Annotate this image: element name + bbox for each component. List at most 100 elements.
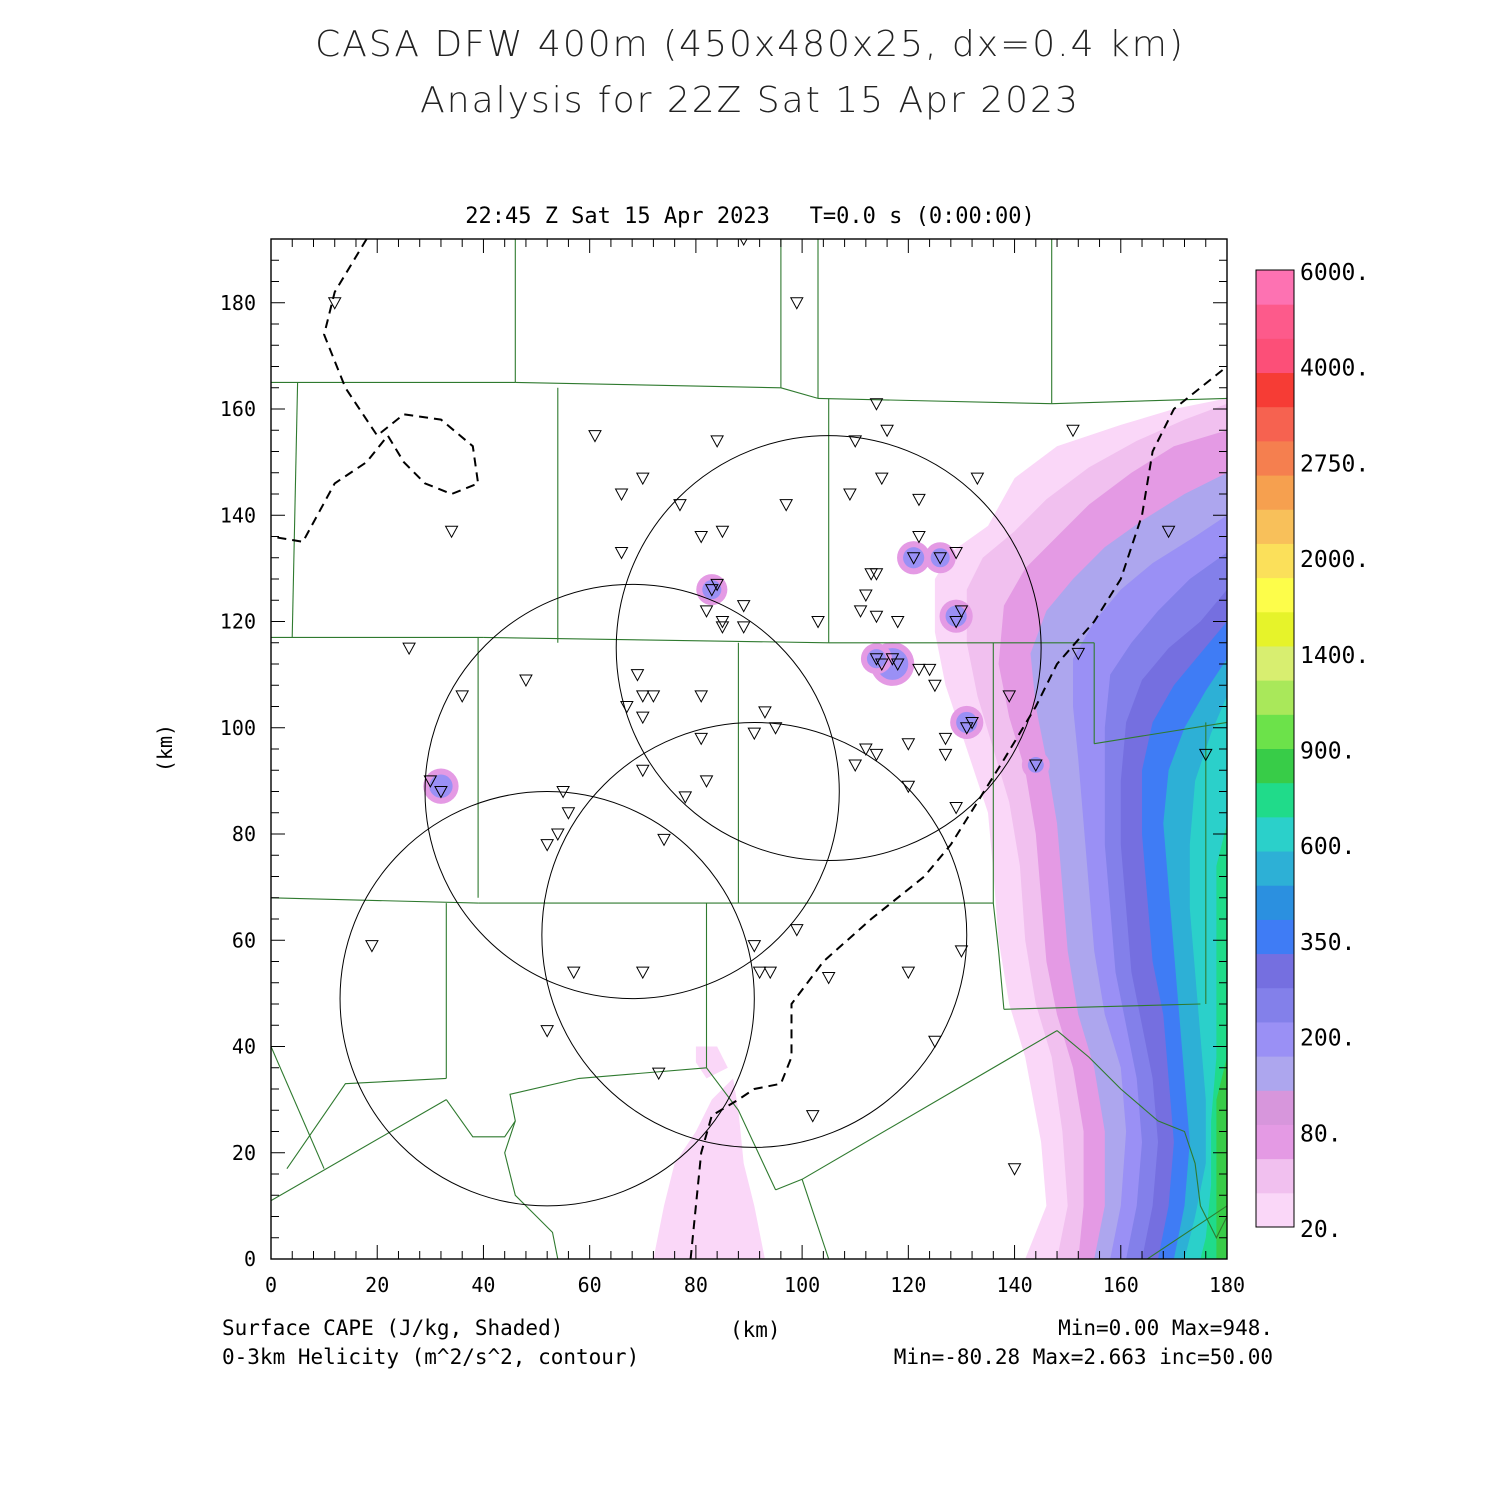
station-marker: [635, 690, 650, 703]
station-marker: [736, 600, 751, 613]
colorbar-label: 80.: [1300, 1121, 1342, 1147]
x-tick-label: 100: [784, 1273, 820, 1297]
helicity-contour: [689, 365, 1227, 1259]
colorbar-segment: [1256, 440, 1294, 476]
colorbar-segment: [1256, 372, 1294, 408]
county-line: [1003, 1003, 1201, 1010]
station-marker: [954, 605, 969, 618]
figure-title-line2: Analysis for 22Z Sat 15 Apr 2023: [420, 80, 1080, 121]
cape-region-20: [653, 1078, 765, 1259]
station-marker: [1066, 424, 1080, 438]
station-marker: [752, 966, 767, 980]
colorbar-segment: [1256, 1021, 1294, 1057]
x-tick-label: 80: [684, 1273, 708, 1297]
county-line: [271, 897, 479, 904]
county-line: [780, 387, 819, 399]
station-marker: [694, 531, 709, 544]
y-tick-label: 140: [220, 503, 256, 527]
station-marker: [550, 828, 565, 842]
station-marker: [651, 1067, 666, 1081]
colorbar-segment: [1256, 987, 1294, 1023]
field1-stats: Min=0.00 Max=948.: [1058, 1316, 1273, 1340]
station-marker: [848, 435, 863, 448]
station-marker: [561, 807, 576, 820]
colorbar-label: 2750.: [1300, 451, 1369, 477]
station-marker: [434, 786, 448, 799]
colorbar-label: 350.: [1300, 930, 1355, 956]
colorbar-segment: [1256, 304, 1294, 339]
colorbar-label: 20.: [1300, 1217, 1342, 1243]
x-tick-label: 20: [365, 1273, 389, 1297]
station-marker: [1198, 748, 1213, 762]
station-marker: [635, 764, 650, 778]
station-marker: [614, 546, 629, 560]
station-marker: [906, 552, 921, 565]
county-line: [515, 381, 781, 389]
colorbar-label: 4000.: [1300, 356, 1369, 382]
y-tick-label: 0: [244, 1247, 256, 1271]
colorbar-segment: [1256, 543, 1294, 579]
colorbar-labels: 20. 80. 200. 350. 600. 900. 1400. 2000. 2750. 400…: [1300, 260, 1369, 1243]
station-marker: [912, 493, 926, 507]
y-tick-labels: 0 20 40 60 80 100 120 140 160 180: [220, 291, 256, 1271]
station-marker: [859, 589, 873, 602]
station-marker: [821, 971, 836, 985]
station-marker: [922, 663, 937, 677]
x-tick-label: 140: [996, 1273, 1032, 1297]
station-marker: [519, 674, 533, 687]
station-marker: [928, 679, 942, 693]
station-marker: [938, 732, 953, 746]
colorbar-label: 200.: [1300, 1026, 1355, 1052]
station-marker: [811, 616, 825, 629]
station-marker: [758, 706, 772, 719]
colorbar-segment: [1256, 851, 1294, 886]
county-line: [1146, 1205, 1227, 1259]
station-marker: [736, 621, 751, 634]
y-tick-label: 40: [232, 1035, 256, 1059]
station-marker: [540, 839, 555, 852]
station-marker: [880, 424, 894, 438]
station-marker: [768, 722, 783, 735]
radar-range-ring: [339, 791, 755, 1207]
station-marker: [853, 605, 868, 618]
county-line: [483, 636, 829, 644]
cape-spot-inner: [903, 547, 925, 569]
station-marker: [874, 472, 889, 486]
station-marker: [912, 531, 926, 544]
station-marker: [901, 966, 916, 980]
station-marker: [1028, 759, 1043, 772]
station-marker: [715, 525, 730, 539]
station-marker: [1007, 1163, 1022, 1176]
station-marker: [423, 775, 438, 788]
station-marker: [646, 690, 661, 703]
y-tick-label: 100: [220, 716, 256, 740]
colorbar-segment: [1256, 680, 1294, 715]
y-tick-label: 160: [220, 397, 256, 421]
station-marker: [869, 610, 884, 624]
station-marker: [566, 966, 581, 980]
station-marker: [848, 759, 863, 772]
axis-ticks: [270, 238, 1228, 1260]
county-line: [801, 1179, 830, 1259]
station-marker: [635, 966, 650, 980]
county-boundaries: [271, 239, 1227, 1259]
colorbar-segment: [1256, 509, 1294, 544]
colorbar-label: 1400.: [1300, 643, 1369, 669]
colorbar-label: 600.: [1300, 834, 1355, 860]
station-marker: [365, 940, 379, 953]
station-marker: [949, 801, 963, 815]
station-marker: [869, 748, 884, 762]
station-marker: [901, 738, 916, 751]
cape-region-20: [695, 1046, 728, 1079]
figure-title-line1: CASA DFW 400m (450x480x25, dx=0.4 km): [315, 24, 1185, 65]
county-line: [286, 1077, 447, 1170]
station-marker: [949, 546, 963, 560]
x-tick-label: 60: [578, 1273, 602, 1297]
station-marker: [912, 663, 926, 677]
y-tick-label: 120: [220, 610, 256, 634]
station-marker: [694, 690, 709, 703]
station-marker: [869, 398, 884, 411]
x-tick-label: 120: [890, 1273, 926, 1297]
y-tick-label: 80: [232, 822, 256, 846]
